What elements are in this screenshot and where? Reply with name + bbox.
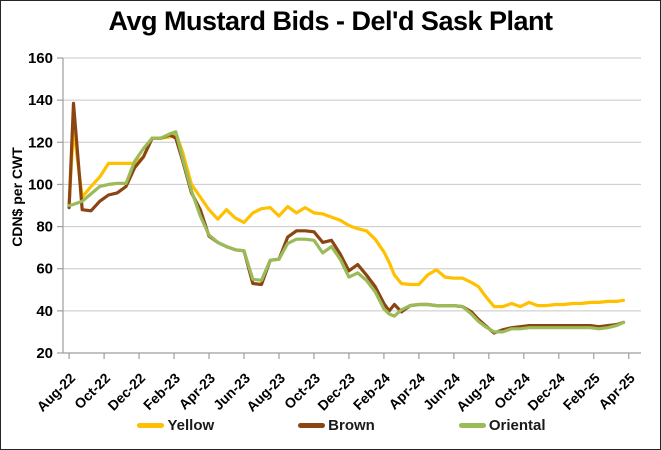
y-tick-label: 160 <box>28 50 53 67</box>
x-tick-label: Aug-22 <box>33 370 78 415</box>
chart-title: Avg Mustard Bids - Del'd Sask Plant <box>108 6 553 36</box>
line-chart: 20 40 60 80 100 120 140 160 Aug-22Oct-22Dec-22Fe… <box>28 50 641 415</box>
y-tick-label: 80 <box>36 219 53 236</box>
legend-item-oriental: Oriental <box>458 417 546 434</box>
brown-line-swatch-icon <box>298 423 326 428</box>
x-tick-label: Feb-25 <box>560 370 603 413</box>
x-tick-label: Aug-24 <box>453 370 498 415</box>
axes <box>62 58 641 354</box>
legend-label-oriental: Oriental <box>488 417 546 434</box>
y-axis-ticks: 20 40 60 80 100 120 140 160 <box>28 50 63 362</box>
y-tick-label: 120 <box>28 134 53 151</box>
legend-item-yellow: Yellow <box>137 417 214 434</box>
x-tick-label: Dec-24 <box>524 370 568 414</box>
oriental-line-swatch-icon <box>458 423 486 428</box>
x-tick-label: Apr-23 <box>175 370 218 413</box>
x-tick-label: Aug-23 <box>243 370 288 415</box>
y-tick-label: 100 <box>28 176 53 193</box>
yellow-line-swatch-icon <box>137 423 165 428</box>
y-tick-label: 20 <box>36 345 53 362</box>
legend-label-brown: Brown <box>328 417 375 434</box>
y-tick-label: 40 <box>36 303 53 320</box>
x-tick-label: Feb-24 <box>350 370 393 413</box>
y-tick-label: 140 <box>28 92 53 109</box>
gridlines <box>63 57 641 312</box>
x-axis-ticks: Aug-22Oct-22Dec-22Feb-23Apr-23Jun-23Aug-… <box>33 353 638 415</box>
y-tick-label: 60 <box>36 261 53 278</box>
x-tick-label: Feb-23 <box>140 370 183 413</box>
x-tick-label: Dec-23 <box>314 370 358 414</box>
x-tick-label: Apr-24 <box>385 370 428 413</box>
legend: Yellow Brown Oriental <box>1 417 660 434</box>
legend-item-brown: Brown <box>298 417 375 434</box>
legend-label-yellow: Yellow <box>167 417 215 434</box>
series-line-yellow <box>67 125 626 309</box>
series-line-oriental <box>67 130 626 334</box>
x-tick-label: Dec-22 <box>104 370 148 414</box>
x-tick-label: Apr-25 <box>595 370 638 413</box>
